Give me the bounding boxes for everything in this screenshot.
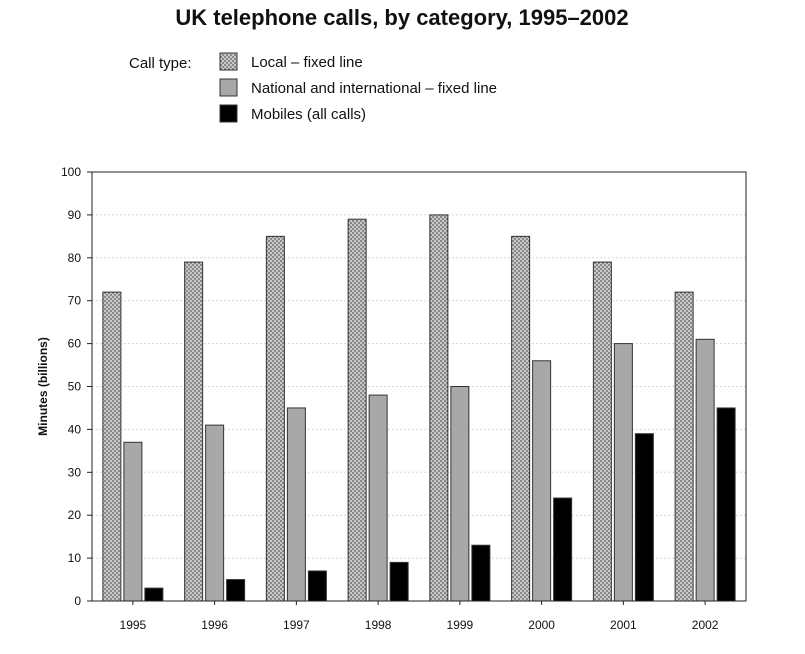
bar-2001-series-3 xyxy=(634,433,654,602)
bar-1999-series-3 xyxy=(471,544,491,602)
x-tick-label-1995: 1995 xyxy=(120,618,147,632)
legend-label-1: Local – fixed line xyxy=(251,54,363,71)
bar-1995-series-3 xyxy=(144,587,164,602)
bar-2002-series-1 xyxy=(674,291,694,602)
legend: Call type: Local – fixed line National an… xyxy=(129,52,497,123)
bar-2001-series-1 xyxy=(592,261,612,602)
bar-2002-series-3 xyxy=(716,407,736,602)
legend-swatch-2 xyxy=(219,78,238,97)
y-tick-label-80: 80 xyxy=(68,251,82,265)
legend-title: Call type: xyxy=(129,55,192,72)
y-tick-label-100: 100 xyxy=(61,165,81,179)
x-tick-label-1996: 1996 xyxy=(201,618,228,632)
chart-title: UK telephone calls, by category, 1995–20… xyxy=(175,5,628,30)
y-tick-label-0: 0 xyxy=(74,594,81,608)
x-tick-label-1999: 1999 xyxy=(447,618,474,632)
y-tick-label-50: 50 xyxy=(68,380,82,394)
bar-1999-series-2 xyxy=(450,386,470,602)
y-tick-label-90: 90 xyxy=(68,208,82,222)
y-axis-label: Minutes (billions) xyxy=(36,337,50,436)
y-tick-label-70: 70 xyxy=(68,294,82,308)
bars xyxy=(102,214,736,602)
bar-1995-series-2 xyxy=(123,441,143,602)
bar-2000-series-1 xyxy=(511,235,531,602)
bar-1997-series-2 xyxy=(286,407,306,602)
y-tick-label-10: 10 xyxy=(68,551,82,565)
bar-1998-series-2 xyxy=(368,394,388,602)
legend-swatch-3 xyxy=(219,104,238,123)
y-tick-label-60: 60 xyxy=(68,337,82,351)
legend-swatch-1 xyxy=(219,52,238,71)
bar-1996-series-2 xyxy=(205,424,225,602)
bar-1998-series-3 xyxy=(389,561,409,602)
y-tick-label-30: 30 xyxy=(68,465,82,479)
x-tick-label-2002: 2002 xyxy=(692,618,719,632)
bar-1997-series-1 xyxy=(265,235,285,602)
bar-2001-series-2 xyxy=(613,343,633,602)
legend-label-2: National and international – fixed line xyxy=(251,80,497,97)
bar-1999-series-1 xyxy=(429,214,449,602)
bar-2000-series-2 xyxy=(532,360,552,602)
x-tick-label-1997: 1997 xyxy=(283,618,310,632)
legend-label-3: Mobiles (all calls) xyxy=(251,106,366,123)
bar-1996-series-3 xyxy=(226,579,246,602)
bar-1996-series-1 xyxy=(184,261,204,602)
axis-ticks: 0 10 20 30 40 50 60 70 80 90 100 1995 1996 1997 1998 19… xyxy=(61,165,719,632)
bar-1998-series-1 xyxy=(347,218,367,602)
bar-1995-series-1 xyxy=(102,291,122,602)
x-tick-label-2001: 2001 xyxy=(610,618,637,632)
bar-2002-series-2 xyxy=(695,338,715,602)
x-tick-label-2000: 2000 xyxy=(528,618,555,632)
y-tick-label-40: 40 xyxy=(68,422,82,436)
bar-1997-series-3 xyxy=(307,570,327,602)
bar-2000-series-3 xyxy=(553,497,573,602)
y-tick-label-20: 20 xyxy=(68,508,82,522)
x-tick-label-1998: 1998 xyxy=(365,618,392,632)
